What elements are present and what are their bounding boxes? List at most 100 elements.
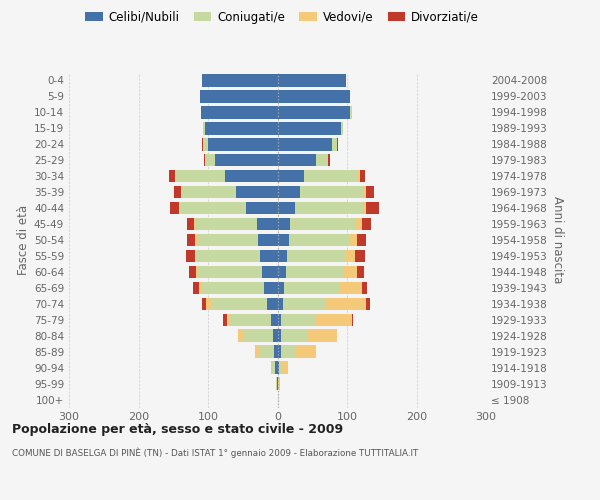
Bar	[208, 138, 277, 150]
Bar	[182, 186, 236, 198]
Bar	[338, 282, 362, 294]
Bar	[258, 234, 277, 246]
Bar	[262, 266, 277, 278]
Bar	[277, 314, 281, 326]
Bar	[202, 74, 277, 86]
Bar	[238, 330, 244, 342]
Bar	[295, 202, 363, 214]
Bar	[196, 266, 198, 278]
Bar	[203, 138, 208, 150]
Bar	[236, 186, 277, 198]
Bar	[344, 266, 358, 278]
Bar	[350, 106, 352, 118]
Bar	[328, 154, 329, 166]
Bar	[179, 202, 180, 214]
Bar	[187, 250, 195, 262]
Bar	[201, 106, 277, 118]
Bar	[300, 186, 364, 198]
Bar	[189, 266, 196, 278]
Bar	[316, 154, 328, 166]
Bar	[274, 346, 277, 358]
Bar	[346, 250, 355, 262]
Bar	[277, 186, 300, 198]
Bar	[296, 346, 316, 358]
Bar	[187, 218, 194, 230]
Bar	[277, 138, 332, 150]
Bar	[198, 266, 262, 278]
Bar	[357, 234, 367, 246]
Bar	[286, 266, 344, 278]
Y-axis label: Fasce di età: Fasce di età	[17, 205, 30, 275]
Bar	[246, 202, 277, 214]
Bar	[204, 154, 205, 166]
Bar	[203, 122, 205, 134]
Bar	[290, 218, 356, 230]
Bar	[202, 138, 203, 150]
Bar	[367, 298, 370, 310]
Text: Popolazione per età, sesso e stato civile - 2009: Popolazione per età, sesso e stato civil…	[12, 422, 343, 436]
Bar	[352, 314, 353, 326]
Bar	[199, 282, 202, 294]
Bar	[326, 298, 367, 310]
Bar	[194, 218, 196, 230]
Bar	[281, 314, 316, 326]
Bar	[263, 282, 277, 294]
Bar	[277, 154, 316, 166]
Bar	[281, 330, 307, 342]
Bar	[260, 250, 277, 262]
Bar	[277, 362, 279, 374]
Bar	[277, 330, 281, 342]
Y-axis label: Anni di nascita: Anni di nascita	[551, 196, 564, 284]
Bar	[277, 106, 350, 118]
Bar	[277, 202, 295, 214]
Bar	[196, 250, 260, 262]
Bar	[271, 362, 272, 374]
Bar	[278, 378, 280, 390]
Bar	[281, 346, 296, 358]
Bar	[277, 218, 290, 230]
Bar	[356, 218, 362, 230]
Bar	[355, 250, 365, 262]
Bar	[175, 170, 226, 182]
Bar	[272, 330, 277, 342]
Bar	[277, 282, 284, 294]
Bar	[350, 234, 357, 246]
Bar	[277, 74, 346, 86]
Bar	[358, 266, 364, 278]
Bar	[362, 218, 371, 230]
Bar	[205, 122, 277, 134]
Bar	[259, 346, 274, 358]
Bar	[195, 250, 196, 262]
Bar	[255, 346, 259, 358]
Bar	[332, 138, 337, 150]
Bar	[277, 90, 350, 102]
Bar	[215, 154, 277, 166]
Bar	[181, 186, 182, 198]
Bar	[196, 234, 197, 246]
Bar	[277, 122, 341, 134]
Bar	[196, 218, 257, 230]
Bar	[316, 314, 352, 326]
Bar	[276, 378, 277, 390]
Bar	[244, 330, 272, 342]
Bar	[193, 282, 199, 294]
Text: COMUNE DI BASELGA DI PINÈ (TN) - Dati ISTAT 1° gennaio 2009 - Elaborazione TUTTI: COMUNE DI BASELGA DI PINÈ (TN) - Dati IS…	[12, 448, 418, 458]
Bar	[267, 298, 277, 310]
Bar	[202, 298, 206, 310]
Bar	[304, 170, 358, 182]
Bar	[202, 282, 263, 294]
Bar	[180, 202, 246, 214]
Bar	[275, 362, 277, 374]
Bar	[283, 298, 326, 310]
Bar	[227, 314, 230, 326]
Bar	[363, 202, 367, 214]
Bar	[277, 250, 287, 262]
Bar	[307, 330, 337, 342]
Bar	[174, 186, 181, 198]
Bar	[358, 170, 359, 182]
Bar	[205, 154, 215, 166]
Bar	[230, 314, 271, 326]
Bar	[362, 282, 367, 294]
Legend: Celibi/Nubili, Coniugati/e, Vedovi/e, Divorziati/e: Celibi/Nubili, Coniugati/e, Vedovi/e, Di…	[80, 6, 484, 28]
Bar	[289, 234, 350, 246]
